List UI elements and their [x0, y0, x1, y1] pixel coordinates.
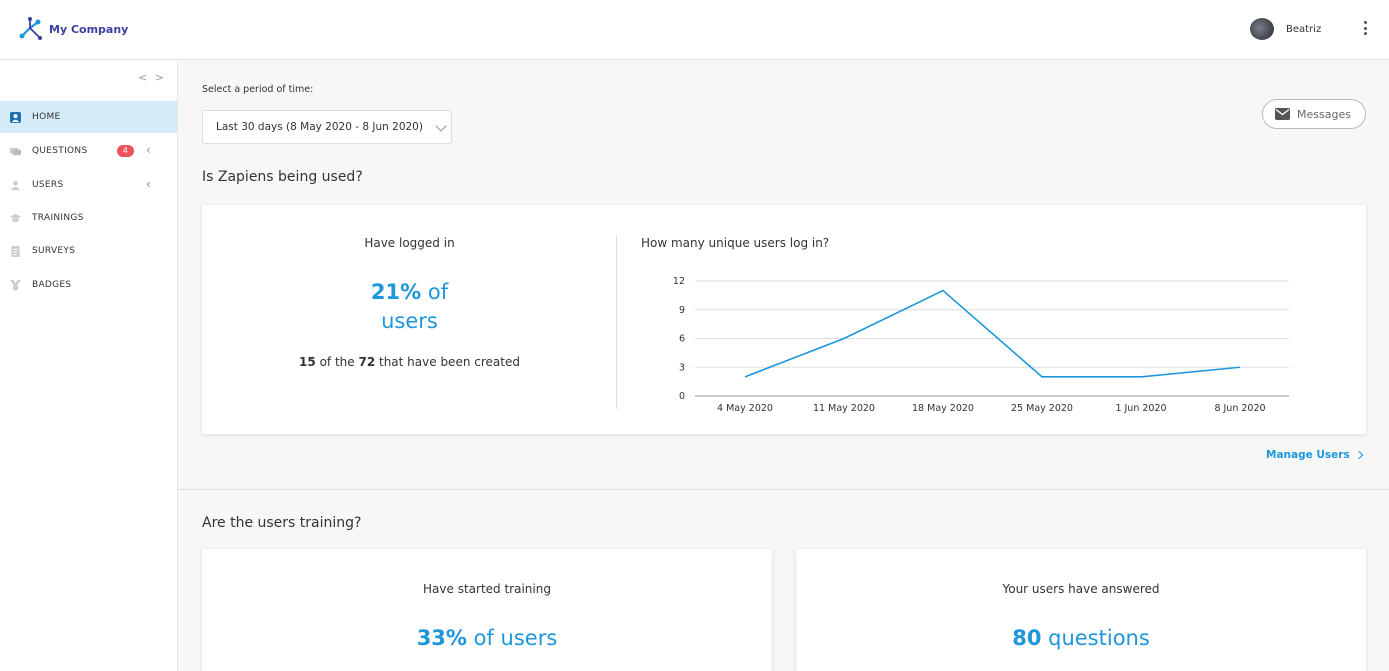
period-select-value: Last 30 days (8 May 2020 - 8 Jun 2020) — [216, 121, 423, 133]
period-select[interactable]: Last 30 days (8 May 2020 - 8 Jun 2020) — [202, 110, 452, 144]
y-tick-label: 3 — [679, 362, 685, 373]
y-tick-label: 12 — [673, 276, 685, 287]
sidebar-item-trainings[interactable]: TRAININGS — [0, 202, 177, 234]
company-name: My Company — [49, 22, 129, 36]
answered-suffix: questions — [1048, 626, 1150, 650]
answered-card: Your users have answered 80 questions — [796, 549, 1366, 671]
messages-button-label: Messages — [1297, 107, 1351, 121]
x-tick-label: 25 May 2020 — [1011, 403, 1073, 414]
total-users-count: 72 — [358, 355, 376, 369]
user-menu[interactable]: Beatriz — [1250, 18, 1321, 40]
chevron-down-icon — [435, 120, 447, 132]
period-label: Select a period of time: — [202, 84, 314, 95]
logged-in-title: Have logged in — [364, 236, 455, 250]
user-name: Beatriz — [1286, 23, 1322, 35]
dot — [1363, 21, 1367, 24]
training-stat: 33% of users — [202, 624, 772, 653]
notification-badge: 4 — [117, 145, 134, 157]
logged-in-detail: 15 of the 72 that have been created — [202, 355, 617, 369]
company-logo-icon — [19, 17, 42, 40]
chevron-right-icon — [1354, 450, 1363, 460]
of-the-text: of the — [319, 355, 355, 369]
sidebar-item-questions[interactable]: QUESTIONS 4 ‹ — [0, 135, 177, 167]
messages-button[interactable]: Messages — [1262, 99, 1366, 129]
sidebar-item-label: SURVEYS — [32, 246, 76, 256]
dot — [1363, 26, 1367, 30]
sidebar-collapse-toggle[interactable]: < > — [138, 71, 166, 84]
sidebar-item-label: QUESTIONS — [32, 146, 88, 156]
y-tick-label: 6 — [679, 334, 685, 345]
chevron-left-icon[interactable]: ‹ — [146, 143, 152, 157]
sidebar-item-label: TRAININGS — [32, 213, 84, 223]
logged-in-percent: 21% — [370, 280, 422, 304]
section-title-usage: Is Zapiens being used? — [202, 169, 363, 185]
y-tick-label: 9 — [679, 305, 685, 316]
sidebar-item-users[interactable]: USERS ‹ — [0, 169, 177, 201]
graduation-cap-icon — [9, 212, 21, 224]
more-options-icon[interactable] — [1359, 18, 1371, 38]
manage-users-label: Manage Users — [1266, 449, 1350, 461]
x-tick-label: 18 May 2020 — [912, 403, 974, 414]
sidebar-item-badges[interactable]: BADGES — [0, 269, 177, 301]
chat-icon — [9, 145, 21, 157]
answered-stat: 80 questions — [796, 624, 1366, 653]
x-tick-label: 1 Jun 2020 — [1115, 403, 1166, 414]
x-tick-label: 11 May 2020 — [813, 403, 875, 414]
training-card: Have started training 33% of users — [202, 549, 772, 671]
home-user-icon — [9, 111, 21, 123]
sidebar-item-label: BADGES — [32, 280, 72, 290]
section-title-training: Are the users training? — [202, 515, 362, 531]
chart-title: How many unique users log in? — [641, 236, 830, 250]
card-divider — [616, 235, 617, 409]
unique-logins-chart: 0 3 6 9 12 4 May 2020 11 May 2020 18 May 2020 25… — [673, 276, 1289, 414]
logged-in-stat: 21% of users — [202, 278, 617, 336]
y-tick-label: 0 — [679, 391, 685, 402]
training-suffix: of users — [473, 626, 558, 650]
section-divider — [178, 489, 1389, 490]
envelope-icon — [1275, 108, 1290, 120]
x-tick-label: 8 Jun 2020 — [1214, 403, 1265, 414]
created-text: that have been created — [379, 355, 520, 369]
badge-icon — [9, 279, 21, 291]
sidebar-item-surveys[interactable]: SURVEYS — [0, 235, 177, 267]
sidebar-item-label: HOME — [32, 112, 61, 122]
logged-in-count: 15 — [299, 355, 316, 369]
training-title: Have started training — [423, 582, 551, 596]
logged-in-of: of — [427, 280, 449, 304]
answered-title: Your users have answered — [1002, 582, 1160, 596]
series-line — [744, 289, 1241, 378]
usage-card: Have logged in 21% of users 15 of the 72… — [202, 205, 1366, 434]
user-icon — [9, 179, 21, 191]
manage-users-link[interactable]: Manage Users — [1266, 449, 1363, 461]
survey-icon — [9, 245, 21, 257]
sidebar-item-label: USERS — [32, 180, 64, 190]
x-tick-label: 4 May 2020 — [717, 403, 773, 414]
top-header: My Company Beatriz — [0, 0, 1389, 60]
chevron-left-icon[interactable]: ‹ — [146, 177, 152, 191]
sidebar: < > HOME QUESTIONS 4 ‹ USERS ‹ TRAININGS… — [0, 61, 178, 671]
avatar[interactable] — [1250, 18, 1274, 40]
training-percent: 33% — [416, 626, 467, 650]
answered-count: 80 — [1012, 626, 1042, 650]
sidebar-item-home[interactable]: HOME — [0, 101, 177, 133]
logged-in-users: users — [381, 309, 438, 333]
company-logo[interactable]: My Company — [18, 16, 128, 42]
dot — [1363, 32, 1367, 35]
